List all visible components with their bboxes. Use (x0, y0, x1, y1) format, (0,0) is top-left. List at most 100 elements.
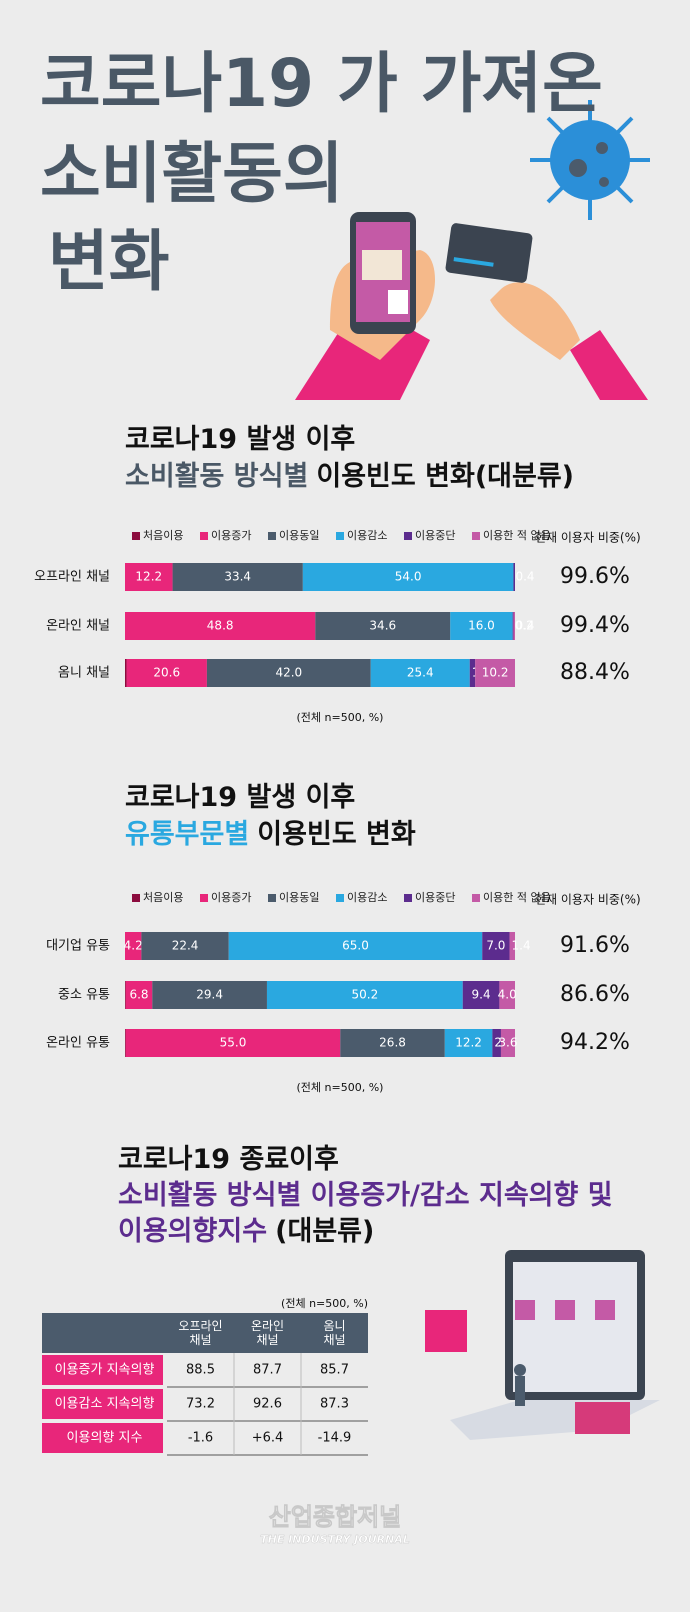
section-title-line: 소비활동 방식별 이용증가/감소 지속의향 및 (118, 1180, 613, 1211)
title-segment: 소비활동 방식별 (125, 461, 308, 492)
legend-label: 이용동일 (279, 528, 319, 542)
main-title: 코로나19 가 가져온 소비활동의 변화 (40, 45, 603, 300)
legend-label: 이용중단 (415, 529, 455, 542)
table-cell: 92.6 (253, 1397, 282, 1412)
category-label: 대기업 유통 (46, 939, 110, 954)
value-label: 12.2 (135, 570, 162, 584)
legend-swatch (132, 532, 140, 540)
value-label: 6.8 (129, 988, 148, 1002)
legend-label: 이용증가 (211, 529, 251, 542)
category-label: 옴니 채널 (58, 666, 110, 681)
value-label: 0.4 (515, 570, 534, 584)
legend-label: 이용동일 (279, 890, 319, 904)
table-cell: +6.4 (252, 1431, 284, 1446)
table-cell: 88.5 (186, 1363, 215, 1378)
table-cell: 85.7 (320, 1363, 349, 1378)
value-label: 33.4 (224, 570, 251, 584)
bar-segment (228, 932, 483, 960)
legend-swatch (472, 894, 480, 902)
title-segment: 유통부문별 (125, 819, 249, 850)
value-label: 42.0 (275, 666, 302, 680)
title-line: 변화 (48, 223, 169, 300)
row-header-bg (42, 1389, 163, 1419)
title-segment: 코로나19 발생 이후 (125, 424, 355, 455)
value-label: 22.4 (172, 939, 199, 953)
legend-label: 이용감소 (347, 529, 387, 542)
table-header-line: 옴니 (323, 1319, 345, 1333)
table-header-line: 채널 (189, 1333, 211, 1347)
bar-segment (340, 1029, 445, 1057)
value-label: 65.0 (342, 939, 369, 953)
value-label: 54.0 (395, 570, 422, 584)
row-header: 이용증가 지속의향 (55, 1363, 155, 1378)
share-value: 99.6% (560, 564, 630, 589)
value-label: 4.0 (498, 988, 517, 1002)
bar-segment (444, 1029, 493, 1057)
row-header: 이용의향 지수 (67, 1431, 143, 1446)
section-title-line: 이용의향지수 (대분류) (118, 1216, 374, 1247)
title-segment: 코로나19 발생 이후 (125, 782, 355, 813)
bar-segment (512, 612, 514, 640)
shop-illustration (425, 1250, 660, 1440)
section-title-line: 코로나19 발생 이후 (125, 782, 355, 813)
table-header-line: 온라인 (251, 1319, 284, 1333)
bar-segment (450, 612, 513, 640)
title-segment: 이용빈도 변화 (257, 819, 416, 850)
bar-segment (141, 932, 229, 960)
value-label: 0.4 (515, 619, 534, 633)
table-cell: 73.2 (186, 1397, 215, 1412)
category-label: 온라인 유통 (46, 1036, 110, 1051)
share-title: 현재 이용자 비중(%) (535, 893, 641, 907)
row-header-bg (42, 1355, 163, 1385)
value-label: 25.4 (407, 666, 434, 680)
table-cell: -14.9 (318, 1431, 352, 1446)
table-header-bg (42, 1313, 368, 1353)
title-line: 코로나19 가 가져온 (40, 45, 603, 122)
category-label: 온라인 채널 (46, 619, 110, 634)
bar-segment (509, 932, 515, 960)
share-title: 현재 이용자 비중(%) (535, 531, 641, 545)
legend-swatch (132, 894, 140, 902)
bar-segment (499, 981, 515, 1009)
table-header: 온라인 채널 (251, 1319, 284, 1347)
table-cell: 87.7 (253, 1363, 282, 1378)
bar-segment (125, 563, 173, 591)
table-cell: -1.6 (188, 1431, 213, 1446)
section-title-line: 유통부문별 이용빈도 변화 (125, 819, 416, 850)
bar-segment (126, 659, 207, 687)
title-line: 소비활동의 (40, 135, 344, 212)
legend-swatch (472, 532, 480, 540)
title-segment: (대분류) (275, 1216, 374, 1247)
value-label: 12.2 (455, 1036, 482, 1050)
table-header: 오프라인 채널 (178, 1319, 222, 1347)
title-segment: 이용빈도 변화(대분류) (316, 461, 574, 492)
bar-segment (206, 659, 371, 687)
bar-segment (125, 1029, 341, 1057)
legend-swatch (404, 894, 412, 902)
footer-logo-sub: THE INDUSTRY JOURNAL (260, 1533, 410, 1546)
bar-segment (125, 659, 127, 687)
bar-segment (315, 612, 451, 640)
legend-label: 이용한 적 없음 (483, 891, 551, 904)
legend-label: 처음이용 (143, 891, 183, 904)
footer-logo: 산업종합저널 (269, 1503, 401, 1531)
value-label: 34.6 (369, 619, 396, 633)
bar-segment (125, 932, 142, 960)
table-note: (전체 n=500, %) (281, 1297, 368, 1310)
value-label: 50.2 (351, 988, 378, 1002)
bar-segment (482, 932, 510, 960)
row-header: 이용감소 지속의향 (55, 1397, 155, 1412)
value-label: 4.2 (124, 939, 143, 953)
share-value: 91.6% (560, 933, 630, 958)
legend-swatch (404, 532, 412, 540)
value-label: 1.4 (512, 939, 531, 953)
bar-segment (125, 981, 153, 1009)
value-label: 16.0 (468, 619, 495, 633)
value-label: 26.8 (379, 1036, 406, 1050)
value-label: 20.6 (153, 666, 180, 680)
share-value: 99.4% (560, 613, 630, 638)
bar-segment (370, 659, 470, 687)
title-segment: 코로나19 종료이후 (118, 1144, 339, 1175)
table-header-line: 오프라인 (178, 1319, 222, 1333)
legend-swatch (268, 532, 276, 540)
